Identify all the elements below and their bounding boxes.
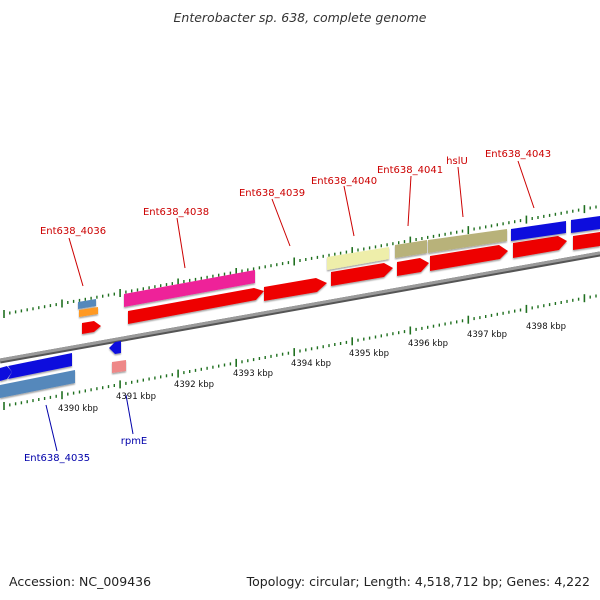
scale-label-4395: 4395 kbp	[349, 349, 389, 359]
gene-label-ent638-4036[interactable]: Ent638_4036	[40, 226, 106, 237]
scale-label-4391: 4391 kbp	[116, 392, 156, 402]
gene-ent638-4039[interactable]	[264, 278, 327, 301]
scale-label-4393: 4393 kbp	[233, 369, 273, 379]
scale-label-4397: 4397 kbp	[467, 330, 507, 340]
callout-lines-bottom	[45, 394, 134, 452]
feature-pink-small[interactable]	[112, 360, 126, 373]
gene-label-ent638-4040[interactable]: Ent638_4040	[311, 176, 377, 187]
genome-backbone	[0, 251, 600, 364]
gene-ent638-4041[interactable]	[397, 258, 429, 276]
gene-hslu[interactable]	[430, 245, 508, 271]
feature-row-upper	[78, 216, 600, 317]
gene-labels-bottom: Ent638_4035 rpmE	[24, 436, 147, 464]
gene-label-hslu[interactable]: hslU	[446, 156, 468, 167]
gene-labels-top: Ent638_4036 Ent638_4038 Ent638_4039 Ent6…	[40, 149, 551, 237]
gene-label-ent638-4039[interactable]: Ent638_4039	[239, 188, 305, 199]
gene-edge-right-red[interactable]	[573, 232, 600, 250]
gene-ent638-4040[interactable]	[331, 263, 393, 286]
gene-rpme[interactable]	[109, 341, 121, 354]
scale-label-4396: 4396 kbp	[408, 339, 448, 349]
gene-label-ent638-4043[interactable]: Ent638_4043	[485, 149, 551, 160]
gene-label-ent638-4041[interactable]: Ent638_4041	[377, 165, 443, 176]
scale-label-4398: 4398 kbp	[526, 322, 566, 332]
gene-ent638-4043[interactable]	[513, 236, 567, 258]
upper-tick-row	[3, 205, 597, 318]
feature-orange-small[interactable]	[79, 307, 98, 317]
lower-tick-row	[3, 294, 597, 410]
topology-text: Topology: circular; Length: 4,518,712 bp…	[246, 574, 590, 589]
feature-blue-edge[interactable]	[571, 216, 600, 233]
gene-ent638-4035[interactable]	[0, 353, 72, 381]
accession-text: Accession: NC_009436	[9, 574, 151, 589]
reverse-strand-genes	[0, 341, 126, 398]
feature-magenta[interactable]	[124, 270, 255, 307]
gene-label-rpme[interactable]: rpmE	[121, 436, 148, 447]
genome-title: Enterobacter sp. 638, complete genome	[174, 10, 427, 25]
feature-pale-yellow[interactable]	[327, 247, 389, 270]
gene-ent638-4036[interactable]	[82, 321, 101, 334]
scale-label-4392: 4392 kbp	[174, 380, 214, 390]
feature-steel-blue-small[interactable]	[78, 299, 96, 309]
gene-label-ent638-4038[interactable]: Ent638_4038	[143, 207, 209, 218]
forward-strand-genes	[82, 232, 600, 334]
callout-lines-top	[68, 160, 535, 287]
feature-blue-right[interactable]	[511, 221, 566, 241]
feature-olive-1[interactable]	[395, 240, 427, 258]
gene-label-ent638-4035[interactable]: Ent638_4035	[24, 453, 90, 464]
scale-label-4390: 4390 kbp	[58, 404, 98, 414]
scale-labels: 4390 kbp 4391 kbp 4392 kbp 4393 kbp 4394…	[58, 322, 566, 414]
scale-label-4394: 4394 kbp	[291, 359, 331, 369]
feature-steel-blue-lower[interactable]	[0, 370, 75, 398]
feature-olive-2[interactable]	[428, 229, 507, 253]
gene-ent638-4038[interactable]	[128, 288, 264, 324]
